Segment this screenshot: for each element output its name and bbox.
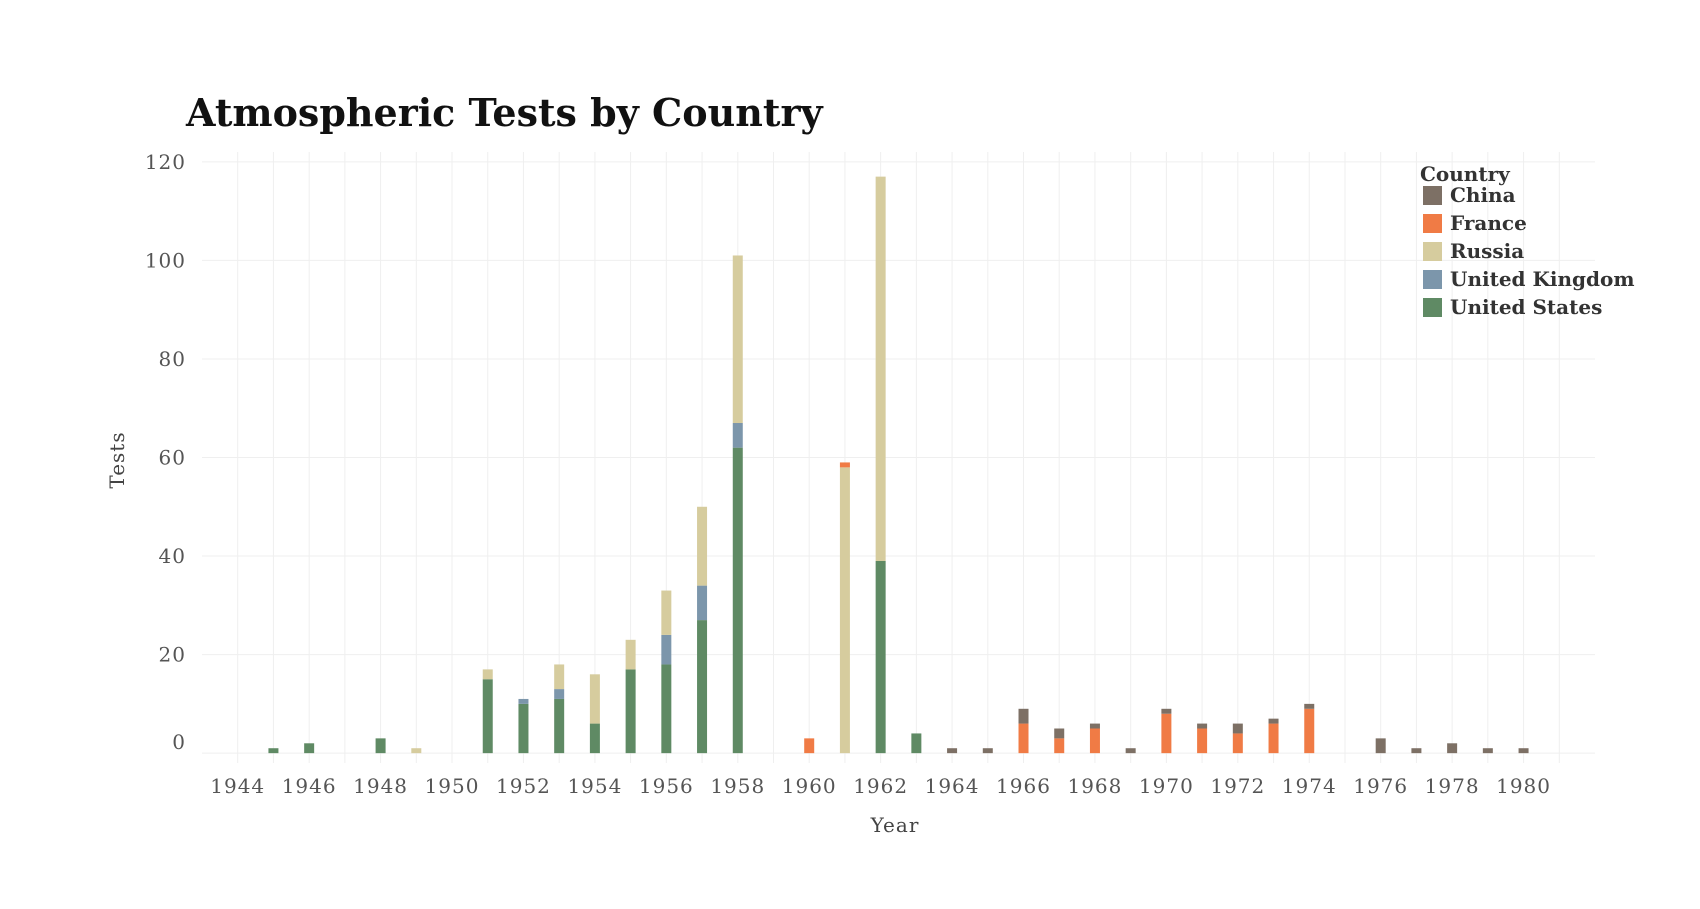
y-tick-label: 0 bbox=[172, 730, 186, 754]
x-tick-label: 1958 bbox=[710, 774, 765, 798]
x-tick-label: 1972 bbox=[1210, 774, 1265, 798]
x-tick-label: 1952 bbox=[496, 774, 551, 798]
grid bbox=[202, 152, 1595, 763]
x-tick-label: 1970 bbox=[1139, 774, 1194, 798]
bar-united-kingdom-1957 bbox=[697, 585, 708, 621]
bar-france-1971 bbox=[1197, 728, 1208, 754]
y-tick-label: 40 bbox=[159, 544, 186, 568]
bar-united-states-1952 bbox=[518, 703, 529, 754]
y-axis-title: Tests bbox=[105, 431, 129, 488]
bar-china-1974 bbox=[1304, 703, 1315, 709]
bar-united-states-1946 bbox=[304, 743, 315, 754]
x-tick-label: 1976 bbox=[1353, 774, 1408, 798]
x-tick-label: 1946 bbox=[282, 774, 337, 798]
y-tick-label: 120 bbox=[145, 150, 186, 174]
bar-russia-1962 bbox=[875, 176, 886, 561]
bar-france-1970 bbox=[1161, 713, 1172, 754]
bar-china-1971 bbox=[1197, 723, 1208, 729]
x-tick-label: 1954 bbox=[567, 774, 622, 798]
bar-united-kingdom-1953 bbox=[554, 689, 565, 699]
bar-united-states-1958 bbox=[732, 447, 743, 754]
bar-united-states-1957 bbox=[697, 620, 708, 754]
bar-china-1966 bbox=[1018, 708, 1029, 724]
x-tick-label: 1960 bbox=[782, 774, 837, 798]
bar-russia-1949 bbox=[411, 748, 422, 754]
x-tick-label: 1956 bbox=[639, 774, 694, 798]
bar-united-states-1963 bbox=[911, 733, 922, 754]
bar-russia-1957 bbox=[697, 506, 708, 586]
axes: 1944 1946 1948 1950 1952 1954 1956 1958 1960 1962… bbox=[145, 150, 1551, 798]
legend-title: Country bbox=[1420, 162, 1511, 186]
bar-china-1978 bbox=[1447, 743, 1458, 754]
bar-china-1973 bbox=[1268, 718, 1279, 724]
bar-france-1974 bbox=[1304, 708, 1315, 754]
bar-russia-1956 bbox=[661, 590, 672, 635]
bar-united-states-1962 bbox=[875, 560, 886, 754]
y-tick-label: 100 bbox=[145, 248, 186, 272]
bar-france-1961 bbox=[839, 462, 850, 468]
bar-united-states-1945 bbox=[268, 748, 279, 754]
x-tick-label: 1966 bbox=[996, 774, 1051, 798]
x-tick-label: 1968 bbox=[1067, 774, 1122, 798]
bar-china-1977 bbox=[1411, 748, 1422, 754]
bar-france-1960 bbox=[804, 738, 815, 754]
legend-swatch bbox=[1423, 214, 1442, 233]
bar-china-1967 bbox=[1054, 728, 1065, 739]
bar-china-1964 bbox=[947, 748, 958, 754]
y-tick-label: 80 bbox=[159, 347, 186, 371]
bar-united-states-1951 bbox=[482, 679, 493, 754]
bar-france-1966 bbox=[1018, 723, 1029, 754]
bar-china-1965 bbox=[982, 748, 993, 754]
bar-russia-1954 bbox=[589, 674, 600, 724]
legend-swatch bbox=[1423, 242, 1442, 261]
bar-china-1970 bbox=[1161, 708, 1172, 714]
bar-china-1969 bbox=[1125, 748, 1136, 754]
bar-china-1972 bbox=[1232, 723, 1243, 734]
x-tick-label: 1964 bbox=[925, 774, 980, 798]
bar-france-1967 bbox=[1054, 738, 1065, 754]
x-tick-label: 1950 bbox=[425, 774, 480, 798]
x-tick-label: 1948 bbox=[353, 774, 408, 798]
bar-china-1968 bbox=[1089, 723, 1100, 729]
bar-united-states-1956 bbox=[661, 664, 672, 754]
bar-united-kingdom-1958 bbox=[732, 423, 743, 448]
x-tick-label: 1980 bbox=[1496, 774, 1551, 798]
bar-france-1968 bbox=[1089, 728, 1100, 754]
bar-china-1976 bbox=[1375, 738, 1386, 754]
bar-france-1972 bbox=[1232, 733, 1243, 754]
x-tick-label: 1974 bbox=[1282, 774, 1337, 798]
bar-united-kingdom-1956 bbox=[661, 634, 672, 665]
bar-france-1973 bbox=[1268, 723, 1279, 754]
bar-russia-1953 bbox=[554, 664, 565, 690]
bar-united-states-1955 bbox=[625, 669, 636, 754]
bar-china-1980 bbox=[1518, 748, 1529, 754]
legend-label: France bbox=[1450, 211, 1527, 235]
legend-swatch bbox=[1423, 186, 1442, 205]
bar-russia-1961 bbox=[839, 467, 850, 754]
bar-russia-1951 bbox=[482, 669, 493, 680]
legend-label: Russia bbox=[1450, 239, 1524, 263]
x-tick-label: 1962 bbox=[853, 774, 908, 798]
bars bbox=[268, 176, 1529, 754]
legend-swatch bbox=[1423, 298, 1442, 317]
bar-united-states-1953 bbox=[554, 698, 565, 754]
legend-label: United Kingdom bbox=[1450, 267, 1634, 291]
x-axis-title: Year bbox=[870, 813, 920, 837]
legend: Country China France Russia United Kingdom U… bbox=[1420, 162, 1634, 319]
x-tick-label: 1978 bbox=[1425, 774, 1480, 798]
legend-label: United States bbox=[1450, 295, 1602, 319]
bar-china-1979 bbox=[1482, 748, 1493, 754]
bar-united-kingdom-1952 bbox=[518, 698, 529, 704]
bar-united-states-1948 bbox=[375, 738, 386, 754]
legend-label: China bbox=[1450, 183, 1516, 207]
bar-russia-1955 bbox=[625, 639, 636, 670]
chart-title: Atmospheric Tests by Country bbox=[185, 90, 823, 135]
legend-swatch bbox=[1423, 270, 1442, 289]
y-tick-label: 60 bbox=[159, 446, 186, 470]
x-tick-label: 1944 bbox=[210, 774, 265, 798]
bar-russia-1958 bbox=[732, 255, 743, 424]
y-tick-label: 20 bbox=[159, 643, 186, 667]
bar-united-states-1954 bbox=[589, 723, 600, 754]
